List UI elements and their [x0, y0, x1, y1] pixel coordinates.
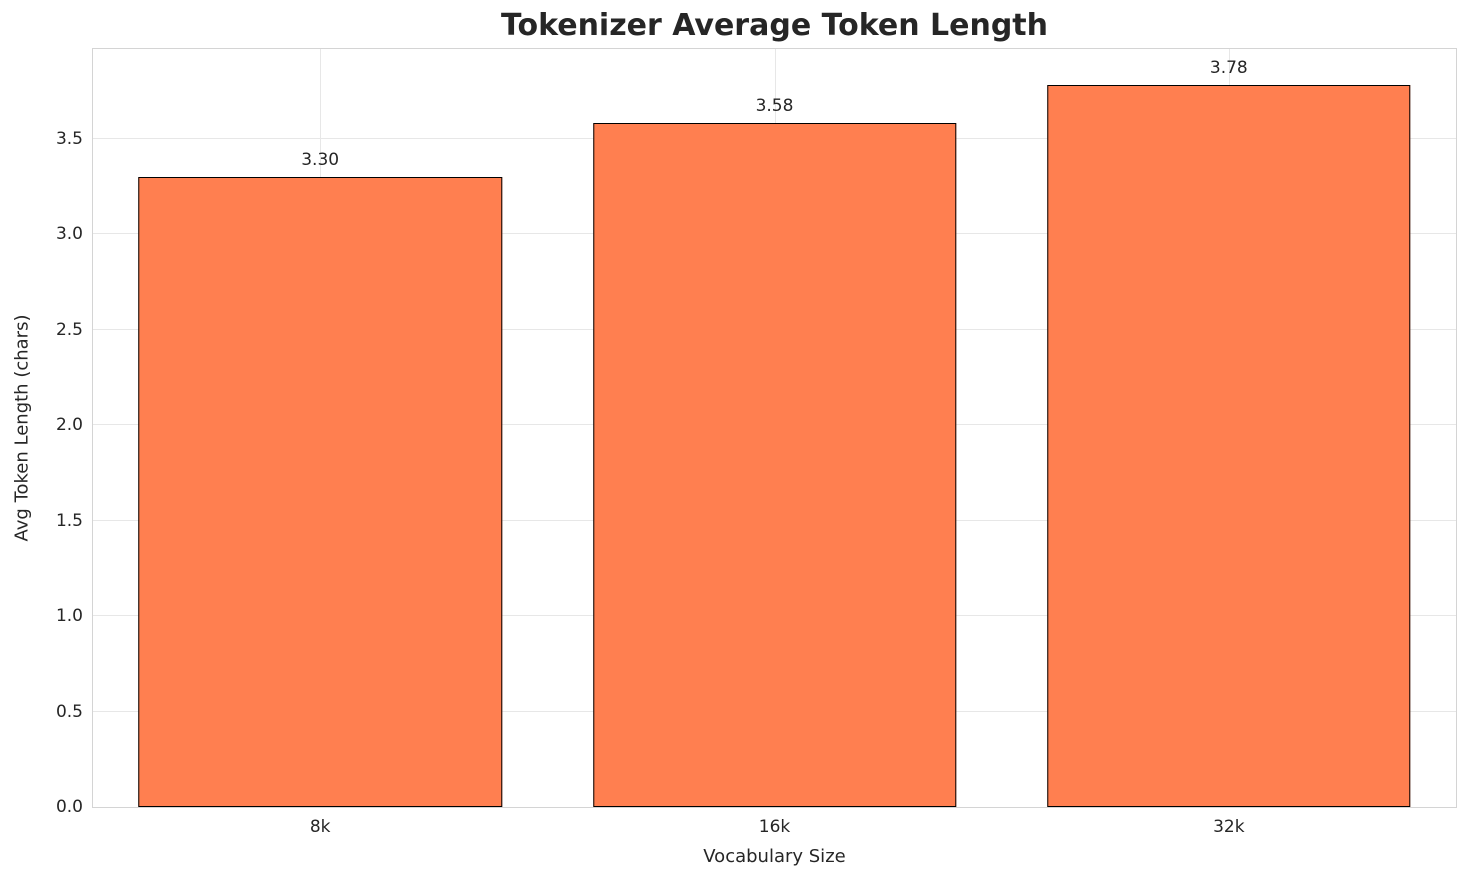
y-axis-label: Avg Token Length (chars): [11, 314, 33, 542]
y-tick-label: 0.5: [55, 701, 83, 722]
chart-title: Tokenizer Average Token Length: [500, 8, 1048, 43]
bar: [138, 176, 502, 807]
x-tick-label: 8k: [309, 817, 331, 837]
y-tick-label: 2.0: [55, 415, 83, 436]
y-tick-label: 0.0: [55, 797, 83, 817]
bar-value-label: 3.78: [1209, 58, 1248, 79]
y-tick-label: 1.5: [55, 510, 83, 531]
bar: [1047, 85, 1411, 807]
bar-value-label: 3.58: [755, 96, 794, 117]
plot-area: 0.0 0.5 1.0 1.5 2.0 2.5 3.0 3.5 3.30 8k 3.58 16k 3.7…: [56, 48, 1457, 837]
x-tick-label: 16k: [758, 817, 791, 837]
y-tick-label: 3.0: [55, 224, 83, 245]
x-tick-label: 32k: [1213, 817, 1245, 837]
bar: [592, 123, 957, 807]
bar-value-label: 3.30: [301, 149, 340, 170]
y-tick-label: 2.5: [55, 319, 83, 340]
y-tick-label: 3.5: [55, 128, 83, 149]
x-axis-label: Vocabulary Size: [703, 846, 846, 867]
y-tick-label: 1.0: [55, 606, 83, 627]
